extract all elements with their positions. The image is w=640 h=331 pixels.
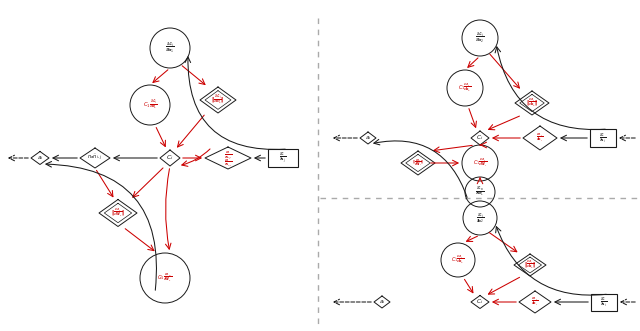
Text: $a_i$: $a_i$	[379, 298, 385, 306]
Text: $\|\frac{\partial\mathcal{L}_i}{\partial\mathbf{W}_1}\|$: $\|\frac{\partial\mathcal{L}_i}{\partial…	[111, 207, 125, 219]
Bar	[591, 294, 617, 310]
Text: $\|\frac{\partial\mathcal{L}_i}{\partial\mathbf{b}_2}\|$: $\|\frac{\partial\mathcal{L}_i}{\partial…	[524, 259, 536, 271]
Text: $\frac{\partial\mathcal{L}_a}{\partial\mathbf{W}_1}$: $\frac{\partial\mathcal{L}_a}{\partial\m…	[475, 186, 485, 198]
Text: $\|\frac{\partial\mathcal{L}_i}{\partial\mathbf{W}_i}\|$: $\|\frac{\partial\mathcal{L}_i}{\partial…	[412, 158, 424, 168]
Text: $a_i$: $a_i$	[36, 154, 44, 162]
Text: $\frac{\partial\mathcal{L}_i}{\partial\mathbf{b}_i}$: $\frac{\partial\mathcal{L}_i}{\partial\m…	[531, 296, 538, 308]
Text: $\frac{\partial\mathcal{L}_i}{\partial\mathbf{b}_2}$: $\frac{\partial\mathcal{L}_i}{\partial\m…	[476, 31, 484, 45]
Text: $\|\frac{\partial\mathcal{L}_i}{\partial\mathbf{b}_2}\|$: $\|\frac{\partial\mathcal{L}_i}{\partial…	[525, 97, 538, 109]
Text: $C_i$: $C_i$	[476, 298, 484, 307]
Text: $a_i$: $a_i$	[365, 134, 371, 142]
Text: $C_1\frac{\partial\mathcal{L}_i}{\partial\mathbf{b}_1}$: $C_1\frac{\partial\mathcal{L}_i}{\partia…	[143, 99, 157, 111]
Text: $n_a\tilde{n}_{i,j}$: $n_a\tilde{n}_{i,j}$	[88, 153, 102, 163]
Text: $\frac{\partial\mathcal{L}}{\partial\mathbf{s}_j}$: $\frac{\partial\mathcal{L}}{\partial\mat…	[280, 151, 287, 166]
Text: $\frac{\partial\mathcal{L}_i}{\partial\mathbf{b}_2}$: $\frac{\partial\mathcal{L}_i}{\partial\m…	[476, 211, 484, 225]
Text: $\frac{\partial\mathcal{L}}{\partial\mathbf{s}_i}$: $\frac{\partial\mathcal{L}}{\partial\mat…	[600, 295, 607, 309]
Text: $C_i$: $C_i$	[476, 133, 484, 142]
Bar	[590, 129, 616, 147]
Text: $G_1\frac{\partial\mathcal{L}_a}{\partial\mathbf{W}_1}$: $G_1\frac{\partial\mathcal{L}_a}{\partia…	[157, 272, 173, 284]
Text: $\frac{\partial\mathcal{L}}{\partial\mathbf{s}_{i,j}}$: $\frac{\partial\mathcal{L}}{\partial\mat…	[224, 149, 232, 161]
Text: $\|\frac{\partial\mathcal{L}_i}{\partial\mathbf{b}_1}\|$: $\|\frac{\partial\mathcal{L}_i}{\partial…	[211, 94, 225, 106]
Text: $C_i$: $C_i$	[166, 154, 174, 163]
Bar	[268, 149, 298, 167]
Text: $C_1\frac{\partial\mathcal{L}_i}{\partial\mathbf{W}_i}$: $C_1\frac{\partial\mathcal{L}_i}{\partia…	[473, 157, 487, 169]
Text: $\frac{\partial\mathcal{L}^*}{\partial\mathbf{s}_{i,j}}$: $\frac{\partial\mathcal{L}^*}{\partial\m…	[224, 156, 232, 168]
Text: $C_1\frac{\partial\mathcal{L}_i}{\partial\mathbf{b}_2}$: $C_1\frac{\partial\mathcal{L}_i}{\partia…	[451, 254, 465, 266]
Text: $\frac{\partial\mathcal{L}_i}{\partial\mathbf{b}_i}$: $\frac{\partial\mathcal{L}_i}{\partial\m…	[536, 132, 543, 144]
Text: $\frac{\partial\mathcal{L}_i}{\partial\mathbf{b}_1}$: $\frac{\partial\mathcal{L}_i}{\partial\m…	[165, 41, 175, 55]
Text: $C_1\frac{\partial\mathcal{L}_i}{\partial\mathbf{b}_2}$: $C_1\frac{\partial\mathcal{L}_i}{\partia…	[458, 82, 472, 94]
Text: $\frac{\partial\mathcal{L}}{\partial\mathbf{s}_i}$: $\frac{\partial\mathcal{L}}{\partial\mat…	[600, 131, 607, 145]
